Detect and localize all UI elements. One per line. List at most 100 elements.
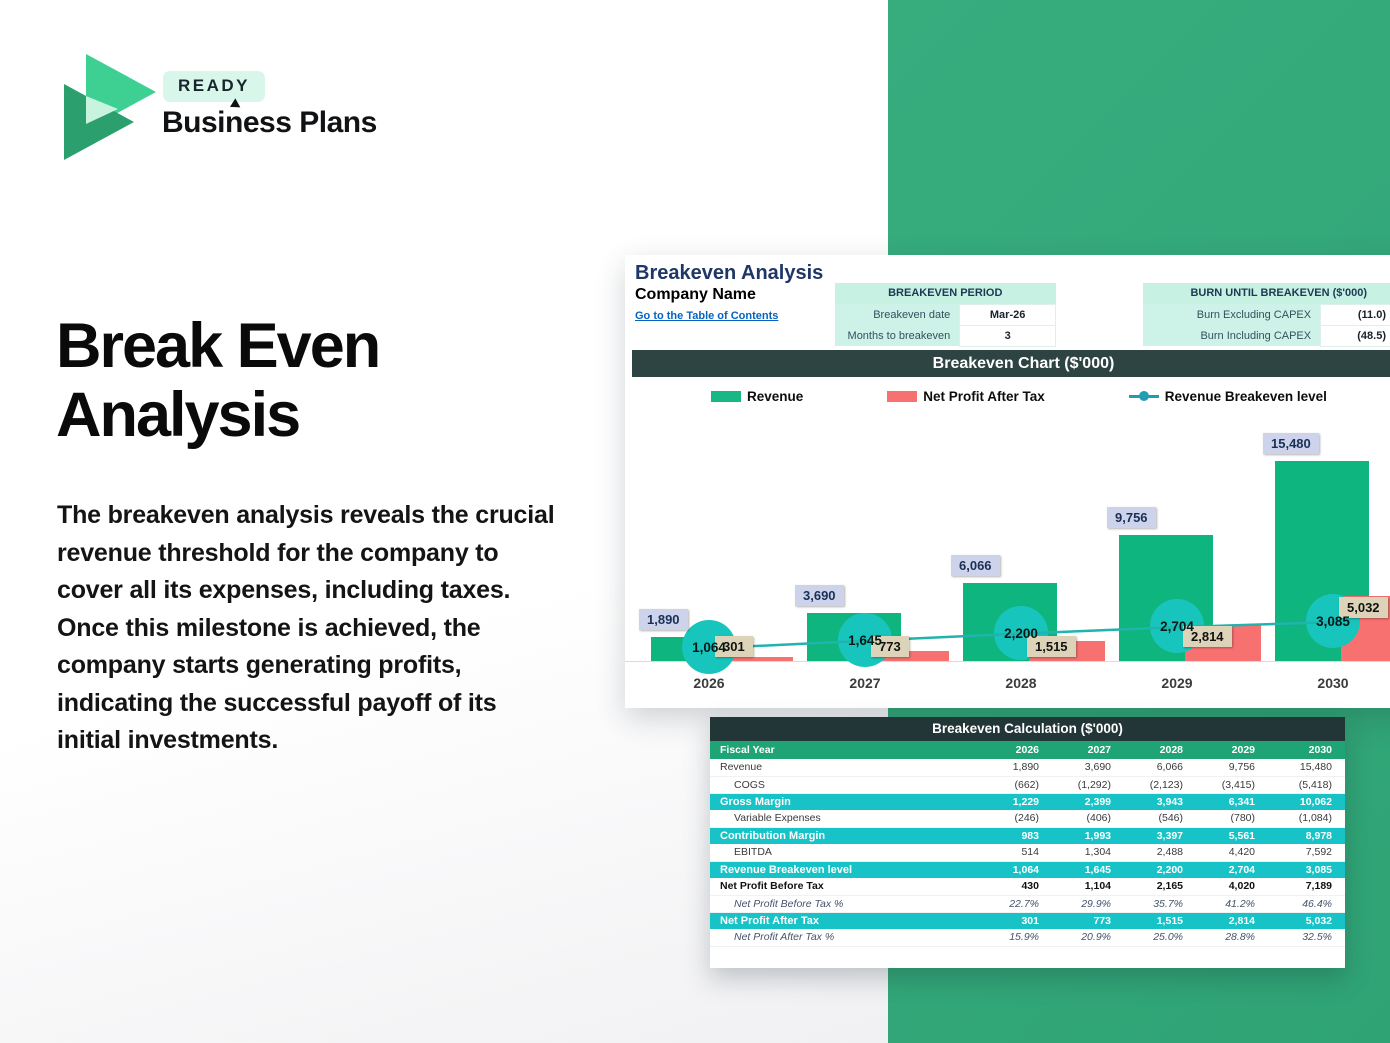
fiscal-year-header-row: Fiscal Year 2026 2027 2028 2029 2030 (710, 741, 1345, 759)
breakeven-sheet-card: Breakeven Analysis Company Name Go to th… (625, 255, 1390, 708)
cell-value: 1,304 (1045, 844, 1117, 862)
row-label: EBITDA (710, 844, 973, 862)
cell-value: (1,084) (1261, 810, 1345, 828)
cell-value: 983 (973, 827, 1045, 844)
row-label: Net Profit After Tax % (710, 929, 973, 947)
table-of-contents-link[interactable]: Go to the Table of Contents (635, 310, 779, 322)
x-axis-label: 2029 (1161, 675, 1193, 691)
cell-value: 3,085 (1261, 861, 1345, 878)
cell-value: 3,943 (1117, 793, 1189, 810)
cell-value: 2,814 (1189, 912, 1261, 929)
table-row: Net Profit After Tax 301 773 1,515 2,814 5,03… (710, 912, 1345, 929)
revenue-value-label: 6,066 (951, 555, 1000, 576)
breakeven-line-marker-icon (1128, 391, 1159, 401)
months-to-breakeven-value: 3 (959, 324, 1056, 347)
breakeven-value-label: 3,085 (1316, 614, 1350, 630)
revenue-value-label: 9,756 (1107, 507, 1156, 528)
cell-value: (5,418) (1261, 776, 1345, 794)
revenue-swatch-icon (711, 390, 741, 402)
breakeven-value-label: 1,645 (848, 632, 882, 648)
company-name: Company Name (635, 286, 756, 303)
year-column-header: 2028 (1117, 741, 1189, 759)
cell-value: (780) (1189, 810, 1261, 828)
cell-value: 2,399 (1045, 793, 1117, 810)
period-row-label: Breakeven date (835, 304, 960, 325)
year-column-header: 2026 (973, 741, 1045, 759)
x-axis-labels: 2026 2027 2028 2029 2030 (625, 675, 1390, 695)
cell-value: (2,123) (1117, 776, 1189, 794)
cell-value: 2,488 (1117, 844, 1189, 862)
cell-value: 3,690 (1045, 759, 1117, 777)
burn-including-capex-value: (48.5) (1320, 324, 1390, 347)
table-row: Net Profit Before Tax 430 1,104 2,165 4,020 7… (710, 878, 1345, 896)
x-axis-label: 2027 (849, 675, 881, 691)
cell-value: 1,104 (1045, 878, 1117, 896)
cell-value: (406) (1045, 810, 1117, 828)
cell-value: 28.8% (1189, 929, 1261, 947)
revenue-value-label: 3,690 (795, 585, 844, 606)
year-column-header: 2030 (1261, 741, 1345, 759)
ready-badge: READY (163, 71, 266, 102)
breakeven-period-table: BREAKEVEN PERIOD Breakeven date Mar-26 M… (835, 283, 1056, 347)
breakeven-value-label: 2,200 (1004, 625, 1038, 641)
cell-value: (1,292) (1045, 776, 1117, 794)
period-row-label: Months to breakeven (835, 325, 960, 346)
cell-value: 514 (973, 844, 1045, 862)
year-column-header: 2029 (1189, 741, 1261, 759)
calculation-title-bar: Breakeven Calculation ($'000) (710, 717, 1345, 741)
cell-value: 9,756 (1189, 759, 1261, 777)
burn-table-header: BURN UNTIL BREAKEVEN ($'000) (1143, 283, 1390, 304)
x-axis-label: 2026 (693, 675, 725, 691)
cell-value: 1,993 (1045, 827, 1117, 844)
brand-logo: READY Business Plans (58, 48, 478, 168)
net-profit-bar (873, 651, 949, 661)
cell-value: 1,229 (973, 793, 1045, 810)
table-row: Net Profit Before Tax % 22.7% 29.9% 35.7% 41… (710, 895, 1345, 913)
row-label: Net Profit Before Tax % (710, 895, 973, 913)
table-row: COGS (662) (1,292) (2,123) (3,415) (5,418) (710, 776, 1345, 794)
chart-group-2030: 15,480 5,032 3,085 (1255, 414, 1390, 661)
cell-value: 29.9% (1045, 895, 1117, 913)
chart-title-bar: Breakeven Chart ($'000) (632, 350, 1390, 377)
x-axis-label: 2030 (1317, 675, 1349, 691)
revenue-value-label: 1,890 (639, 609, 688, 630)
cell-value: 32.5% (1261, 929, 1345, 947)
burn-row-label: Burn Excluding CAPEX (1143, 304, 1321, 325)
net-profit-bar (717, 657, 793, 661)
cell-value: 1,890 (973, 759, 1045, 777)
cell-value: (662) (973, 776, 1045, 794)
table-row: Contribution Margin 983 1,993 3,397 5,561 8,9… (710, 827, 1345, 844)
page-description: The breakeven analysis reveals the cruci… (57, 501, 555, 754)
cell-value: 773 (1045, 912, 1117, 929)
cell-value: (546) (1117, 810, 1189, 828)
cell-value: 301 (973, 912, 1045, 929)
year-column-header: 2027 (1045, 741, 1117, 759)
cell-value: 3,397 (1117, 827, 1189, 844)
legend-item-revenue: Revenue (711, 389, 803, 404)
cell-value: 46.4% (1261, 895, 1345, 913)
cell-value: 4,420 (1189, 844, 1261, 862)
cell-value: 5,561 (1189, 827, 1261, 844)
cell-value: (3,415) (1189, 776, 1261, 794)
cell-value: 6,341 (1189, 793, 1261, 810)
cell-value: 7,189 (1261, 878, 1345, 896)
cell-value: (246) (973, 810, 1045, 828)
net-profit-value-label: 2,814 (1183, 626, 1232, 647)
page-title: Break Even Analysis (56, 311, 381, 451)
cell-value: 2,704 (1189, 861, 1261, 878)
breakeven-calculation-card: Breakeven Calculation ($'000) Fiscal Yea… (710, 717, 1345, 968)
fiscal-year-label: Fiscal Year (710, 741, 973, 759)
table-row: Variable Expenses (246) (406) (546) (780) (1,… (710, 810, 1345, 828)
breakeven-date-value: Mar-26 (959, 303, 1056, 326)
cell-value: 15,480 (1261, 759, 1345, 777)
net-profit-value-label: 773 (871, 636, 909, 657)
x-axis-label: 2028 (1005, 675, 1037, 691)
row-label: Gross Margin (710, 793, 973, 810)
cell-value: 1,645 (1045, 861, 1117, 878)
breakeven-value-label: 1,064 (692, 640, 726, 656)
sheet-title: Breakeven Analysis (635, 262, 824, 284)
net-profit-value-label: 5,032 (1339, 597, 1388, 618)
cell-value: 6,066 (1117, 759, 1189, 777)
cell-value: 1,515 (1117, 912, 1189, 929)
calc-table-body: Revenue 1,890 3,690 6,066 9,756 15,480 COGS (66… (710, 759, 1345, 947)
